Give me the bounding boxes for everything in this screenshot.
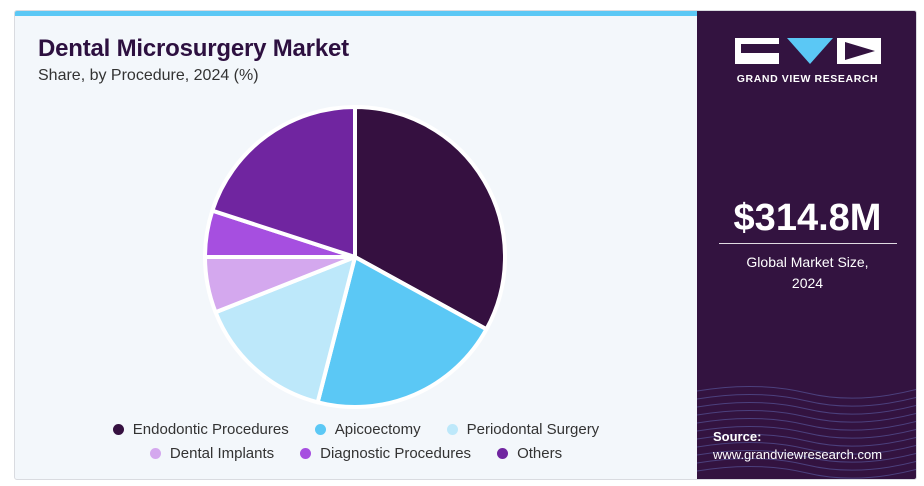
- legend-dot-icon: [112, 424, 124, 435]
- chart-title: Dental Microsurgery Market: [38, 35, 349, 62]
- decorative-wave-lines: [697, 385, 916, 479]
- legend-label: Dental Implants: [169, 445, 275, 462]
- grand-view-research-logo: [735, 38, 881, 64]
- legend-item: Diagnostic Procedures: [300, 445, 471, 462]
- market-size-label: Global Market Size, 2024: [697, 252, 916, 294]
- legend-dot-icon: [446, 424, 458, 435]
- legend-dot-icon: [497, 448, 509, 459]
- legend-item: Others: [497, 445, 562, 462]
- market-size-label-line-1: Global Market Size,: [746, 254, 869, 270]
- legend-item: Dental Implants: [149, 445, 275, 462]
- legend-row-2: Dental Implants Diagnostic Procedures Othe…: [15, 445, 697, 462]
- pie-slice-periodontal-surgery: [213, 255, 357, 405]
- pie-slice-others: [210, 105, 357, 259]
- legend-dot-icon: [149, 448, 161, 459]
- legend-item: Periodontal Surgery: [446, 421, 600, 438]
- legend-item: Apicoectomy: [314, 421, 421, 438]
- divider: [719, 243, 897, 244]
- legend-label: Periodontal Surgery: [466, 421, 600, 438]
- pie-slice-endodontic-procedures: [353, 105, 507, 332]
- pie-chart: [203, 105, 507, 409]
- legend-dot-icon: [300, 448, 312, 459]
- source-link[interactable]: www.grandviewresearch.com: [713, 447, 883, 462]
- sidebar-panel: GRAND VIEW RESEARCH $314.8M Global Marke…: [697, 11, 916, 479]
- market-size-value: $314.8M: [733, 197, 882, 239]
- chart-card: Dental Microsurgery Market Share, by Pro…: [14, 10, 917, 480]
- chart-subtitle: Share, by Procedure, 2024 (%): [38, 67, 259, 84]
- legend-label: Others: [517, 445, 563, 462]
- legend-label: Endodontic Procedures: [132, 421, 289, 438]
- pie-slice-apicoectomy: [315, 255, 489, 409]
- legend-item: Endodontic Procedures: [112, 421, 289, 438]
- market-size-label-line-2: 2024: [791, 275, 824, 291]
- legend-label: Apicoectomy: [334, 421, 421, 438]
- legend-label: Diagnostic Procedures: [320, 445, 472, 462]
- source-label: Source:: [713, 429, 762, 444]
- legend-row-1: Endodontic Procedures Apicoectomy Periodon…: [15, 421, 697, 438]
- accent-bar: [15, 11, 697, 16]
- legend-dot-icon: [314, 424, 326, 435]
- logo-text: GRAND VIEW RESEARCH: [736, 73, 879, 85]
